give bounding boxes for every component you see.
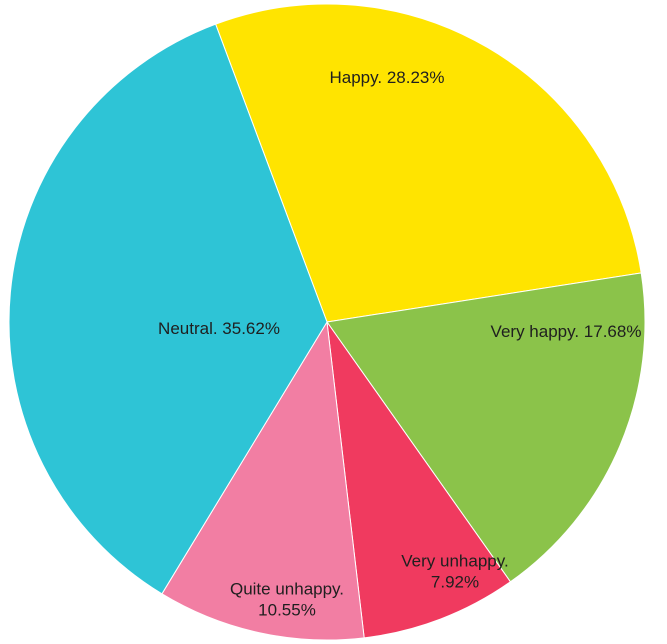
slice-neutral: [8, 23, 328, 595]
label-line: Very unhappy.: [401, 552, 508, 571]
slice-happy: [214, 3, 642, 323]
slice-quite-unhappy: [161, 320, 365, 641]
slice-labels: Happy. 28.23% Very happy. 17.68% Very unha…: [158, 68, 641, 620]
label-line: Quite unhappy.: [230, 580, 344, 599]
label-quite-unhappy: Quite unhappy. 10.55%: [230, 580, 344, 620]
label-very-happy: Very happy. 17.68%: [491, 322, 642, 341]
slice-very-unhappy: [326, 321, 512, 639]
slice-very-happy: [326, 272, 646, 583]
label-very-unhappy: Very unhappy. 7.92%: [401, 552, 508, 592]
label-line: Neutral. 35.62%: [158, 319, 280, 338]
label-line: 7.92%: [431, 573, 479, 592]
pie-slices: [8, 3, 646, 641]
label-neutral: Neutral. 35.62%: [158, 319, 280, 338]
label-line: 10.55%: [258, 601, 316, 620]
label-line: Happy. 28.23%: [330, 68, 445, 87]
label-happy: Happy. 28.23%: [330, 68, 445, 87]
label-line: Very happy. 17.68%: [491, 322, 642, 341]
